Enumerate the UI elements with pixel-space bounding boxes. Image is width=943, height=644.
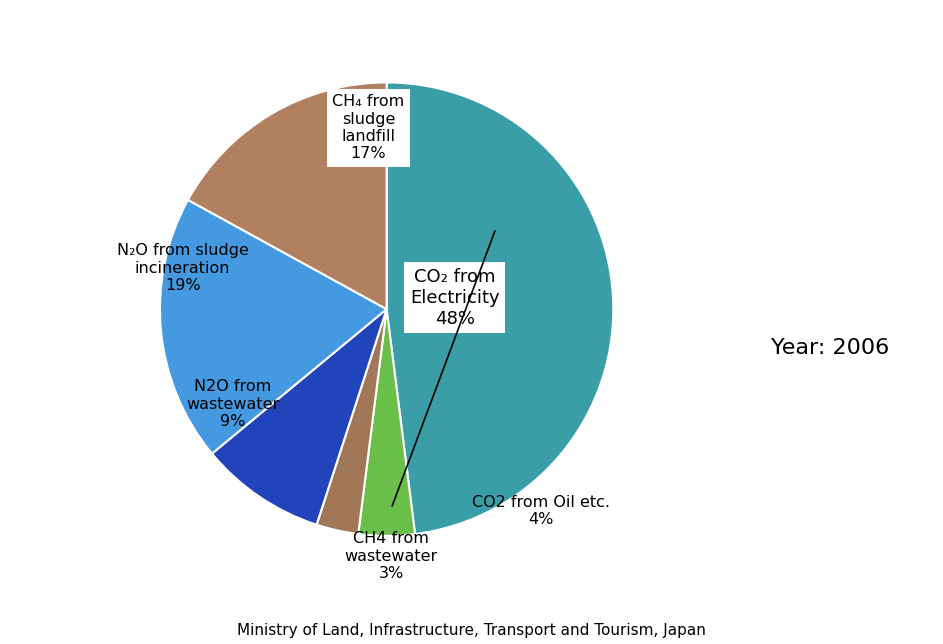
Wedge shape [212,309,387,525]
Text: CH₄ from
sludge
landfill
17%: CH₄ from sludge landfill 17% [332,94,405,162]
Text: Year: 2006: Year: 2006 [770,337,889,358]
Text: N2O from
wastewater
9%: N2O from wastewater 9% [186,379,279,430]
Text: CO₂ from
Electricity
48%: CO₂ from Electricity 48% [410,268,500,328]
Wedge shape [160,200,387,453]
Text: CH4 from
wastewater
3%: CH4 from wastewater 3% [344,531,438,581]
Wedge shape [317,309,387,534]
Text: Ministry of Land, Infrastructure, Transport and Tourism, Japan: Ministry of Land, Infrastructure, Transp… [237,623,706,638]
Wedge shape [387,82,613,534]
Wedge shape [188,82,387,309]
Wedge shape [358,309,415,536]
Text: CO2 from Oil etc.
4%: CO2 from Oil etc. 4% [472,495,610,527]
Text: N₂O from sludge
incineration
19%: N₂O from sludge incineration 19% [117,243,249,293]
